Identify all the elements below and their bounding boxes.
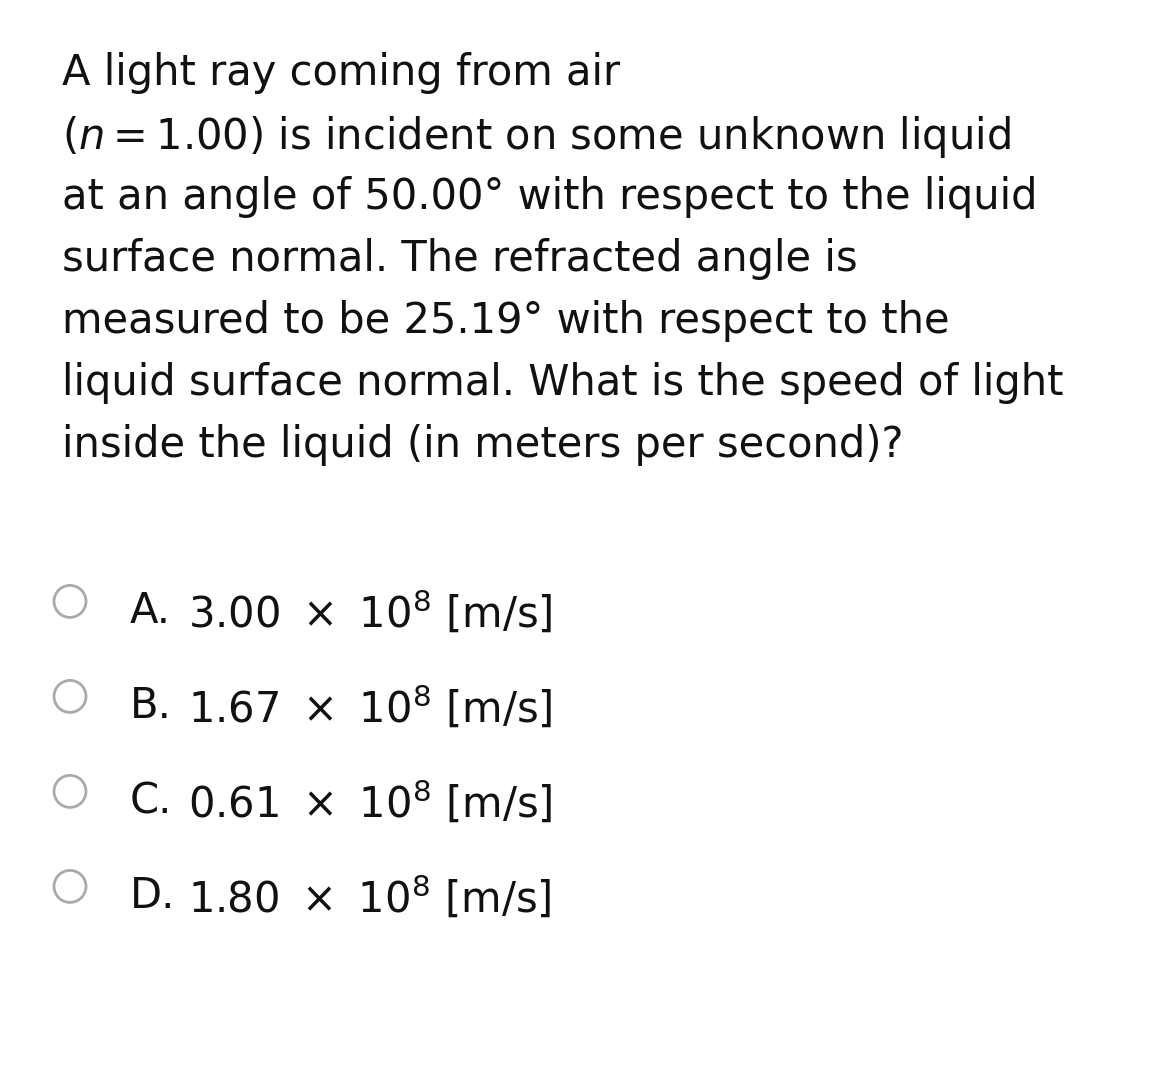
- Text: C.: C.: [130, 780, 172, 822]
- Text: $0.61\ \times\ 10^{8}\ \mathrm{[m/s]}$: $0.61\ \times\ 10^{8}\ \mathrm{[m/s]}$: [188, 780, 552, 827]
- Text: $(n = 1.00)$ is incident on some unknown liquid: $(n = 1.00)$ is incident on some unknown…: [62, 114, 1011, 160]
- Text: D.: D.: [130, 875, 176, 917]
- Text: inside the liquid (in meters per second)?: inside the liquid (in meters per second)…: [62, 424, 903, 466]
- Text: $3.00\ \times\ 10^{8}\ \mathrm{[m/s]}$: $3.00\ \times\ 10^{8}\ \mathrm{[m/s]}$: [188, 590, 552, 637]
- Text: $1.80\ \times\ 10^{8}\ \mathrm{[m/s]}$: $1.80\ \times\ 10^{8}\ \mathrm{[m/s]}$: [188, 875, 551, 922]
- Text: A light ray coming from air: A light ray coming from air: [62, 52, 620, 94]
- Text: $1.67\ \times\ 10^{8}\ \mathrm{[m/s]}$: $1.67\ \times\ 10^{8}\ \mathrm{[m/s]}$: [188, 685, 552, 732]
- Text: B.: B.: [130, 685, 172, 728]
- Text: surface normal. The refracted angle is: surface normal. The refracted angle is: [62, 238, 858, 280]
- Text: at an angle of 50.00° with respect to the liquid: at an angle of 50.00° with respect to th…: [62, 176, 1038, 218]
- Text: A.: A.: [130, 590, 171, 632]
- Text: liquid surface normal. What is the speed of light: liquid surface normal. What is the speed…: [62, 362, 1064, 404]
- Text: measured to be 25.19° with respect to the: measured to be 25.19° with respect to th…: [62, 301, 950, 342]
